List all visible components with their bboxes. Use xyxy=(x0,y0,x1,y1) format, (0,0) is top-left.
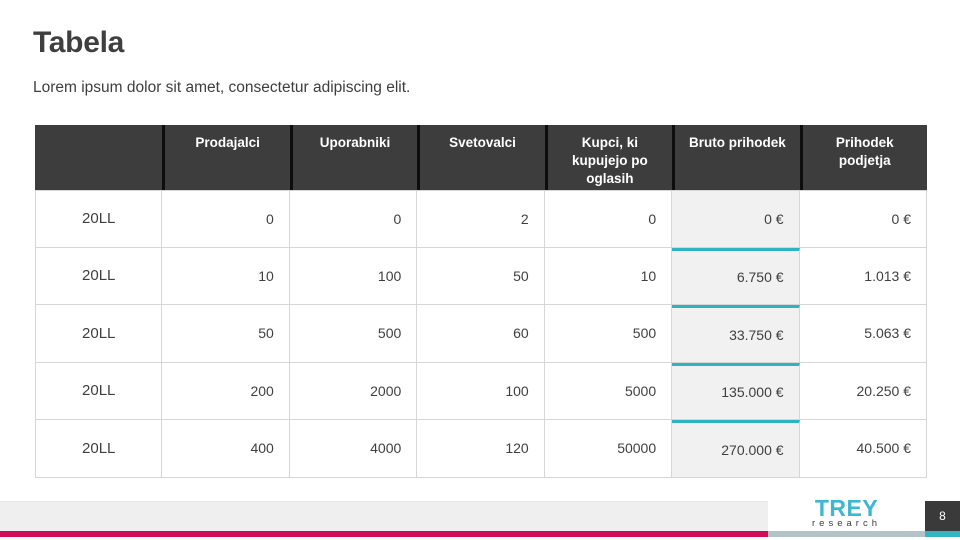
cell-svetovalci: 100 xyxy=(417,362,545,420)
column-header-kupci: Kupci, ki kupujejo po oglasih xyxy=(544,125,673,190)
cell-uporabniki: 0 xyxy=(289,190,418,248)
cell-kupci: 5000 xyxy=(544,362,673,420)
column-header-prodajalci: Prodajalci xyxy=(162,125,290,190)
cell-kupci: 10 xyxy=(544,247,673,305)
cell-prodajalci: 0 xyxy=(162,190,290,248)
page-title: Tabela xyxy=(33,26,125,59)
cell-bruto-prihodek: 0 € xyxy=(672,190,800,248)
footer-bar xyxy=(0,501,768,532)
cell-svetovalci: 60 xyxy=(417,305,545,363)
cell-prihodek-podjetja: 5.063 € xyxy=(799,305,927,363)
cell-bruto-prihodek: 33.750 € xyxy=(672,305,800,363)
column-header-blank xyxy=(35,125,163,190)
column-header-prihodek-podjetja: Prihodek podjetja xyxy=(799,125,927,190)
row-label: 20LL xyxy=(35,247,163,305)
row-label: 20LL xyxy=(35,190,163,248)
cell-svetovalci: 50 xyxy=(417,247,545,305)
cell-prihodek-podjetja: 20.250 € xyxy=(799,362,927,420)
cell-prodajalci: 10 xyxy=(162,247,290,305)
cell-kupci: 0 xyxy=(544,190,673,248)
cell-kupci: 500 xyxy=(544,305,673,363)
cell-prodajalci: 50 xyxy=(162,305,290,363)
slide-subtitle: Lorem ipsum dolor sit amet, consectetur … xyxy=(33,79,411,96)
cell-bruto-prihodek: 6.750 € xyxy=(672,247,800,305)
data-table: Prodajalci Uporabniki Svetovalci Kupci, … xyxy=(35,125,927,478)
footer-accent-bluegray xyxy=(768,531,925,537)
page-number: 8 xyxy=(939,509,946,523)
cell-prihodek-podjetja: 0 € xyxy=(799,190,927,248)
cell-bruto-prihodek: 135.000 € xyxy=(672,362,800,420)
footer-accent-teal xyxy=(925,531,960,537)
row-label: 20LL xyxy=(35,305,163,363)
cell-uporabniki: 4000 xyxy=(289,420,418,478)
cell-prodajalci: 400 xyxy=(162,420,290,478)
column-header-svetovalci: Svetovalci xyxy=(417,125,545,190)
cell-uporabniki: 100 xyxy=(289,247,418,305)
row-label: 20LL xyxy=(35,420,163,478)
cell-uporabniki: 2000 xyxy=(289,362,418,420)
cell-svetovalci: 120 xyxy=(417,420,545,478)
cell-svetovalci: 2 xyxy=(417,190,545,248)
column-header-bruto-prihodek: Bruto prihodek xyxy=(672,125,800,190)
column-header-uporabniki: Uporabniki xyxy=(289,125,418,190)
cell-bruto-prihodek: 270.000 € xyxy=(672,420,800,478)
cell-uporabniki: 500 xyxy=(289,305,418,363)
row-label: 20LL xyxy=(35,362,163,420)
footer-accent-pink xyxy=(0,531,768,537)
trey-logo-subtext: research xyxy=(812,518,881,530)
cell-prodajalci: 200 xyxy=(162,362,290,420)
cell-prihodek-podjetja: 1.013 € xyxy=(799,247,927,305)
cell-kupci: 50000 xyxy=(544,420,673,478)
trey-logo-text: TREY xyxy=(814,494,879,521)
cell-prihodek-podjetja: 40.500 € xyxy=(799,420,927,478)
trey-logo: TREY research xyxy=(768,494,925,531)
page-number-badge: 8 xyxy=(925,501,960,531)
